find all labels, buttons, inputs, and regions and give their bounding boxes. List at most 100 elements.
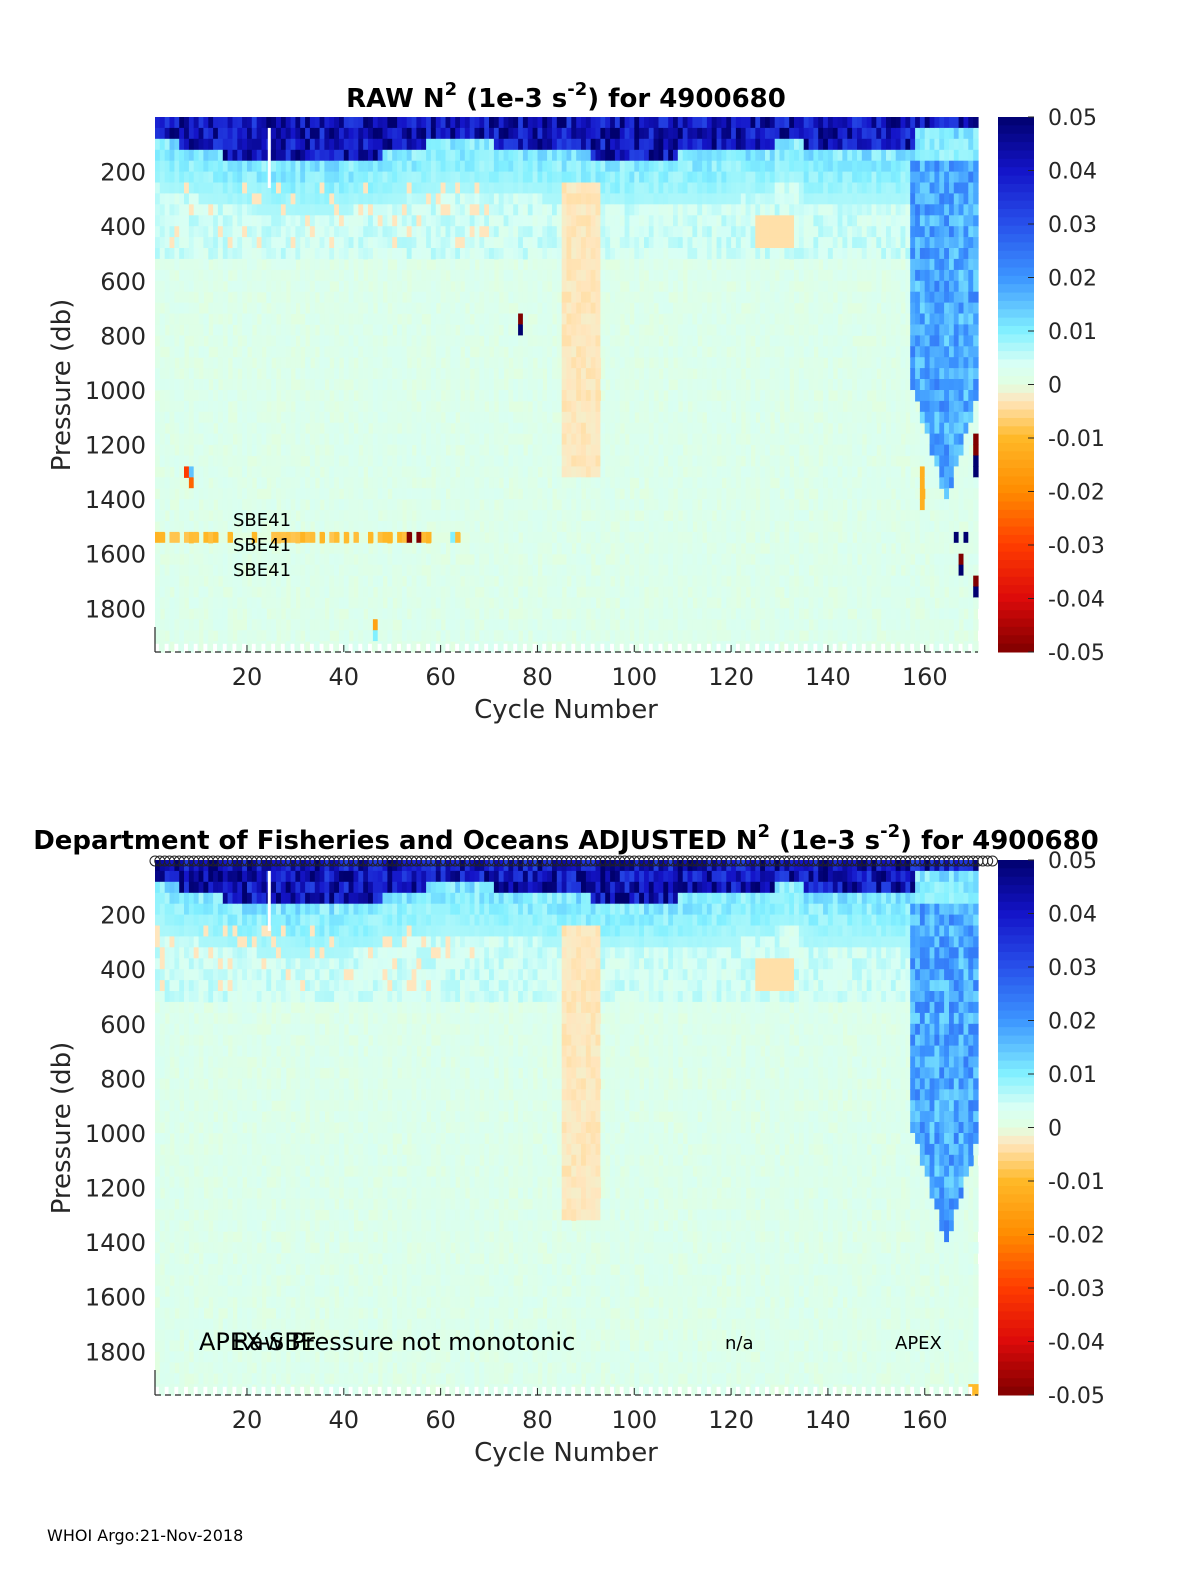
heatmap-cell	[314, 641, 321, 653]
heatmap-cell	[387, 477, 393, 489]
heatmap-cell	[339, 215, 345, 227]
heatmap-cell	[697, 127, 703, 140]
heatmap-cell	[227, 608, 233, 620]
heatmap-cell	[692, 477, 698, 489]
heatmap-cell	[668, 400, 674, 413]
heatmap-cell	[256, 641, 263, 653]
heatmap-cell	[518, 510, 524, 522]
heatmap-cell	[561, 182, 568, 194]
heatmap-cell	[164, 117, 171, 129]
heatmap-cell	[305, 237, 311, 249]
heatmap-cell	[537, 422, 543, 435]
heatmap-cell	[464, 390, 471, 402]
heatmap-cell	[368, 608, 374, 620]
heatmap-cell	[503, 171, 509, 184]
heatmap-cell	[343, 335, 350, 347]
heatmap-cell	[677, 248, 684, 260]
heatmap-cell	[503, 226, 509, 238]
heatmap-cell	[188, 390, 195, 402]
heatmap-cell	[576, 597, 582, 609]
heatmap-cell	[469, 269, 476, 282]
heatmap-cell	[532, 411, 538, 424]
heatmap-cell	[484, 390, 490, 402]
heatmap-cell	[276, 280, 282, 293]
heatmap-cell	[387, 291, 393, 304]
heatmap-cell	[610, 477, 616, 489]
heatmap-cell	[392, 237, 398, 249]
heatmap-cell	[518, 346, 524, 358]
heatmap-cell	[445, 171, 451, 184]
heatmap-cell	[435, 390, 442, 402]
heatmap-cell	[397, 302, 403, 315]
heatmap-cell	[648, 564, 655, 577]
heatmap-cell	[513, 411, 519, 424]
heatmap-cell	[290, 171, 296, 184]
heatmap-cell	[387, 237, 393, 249]
heatmap-cell	[561, 510, 568, 522]
heatmap-cell	[387, 379, 393, 391]
heatmap-cell	[610, 248, 616, 260]
heatmap-cell	[184, 531, 190, 544]
heatmap-cell	[372, 346, 379, 358]
heatmap-cell	[464, 324, 471, 336]
heatmap-cell	[435, 171, 442, 184]
heatmap-cell	[561, 269, 568, 282]
heatmap-cell	[184, 248, 190, 260]
heatmap-cell	[673, 117, 679, 129]
heatmap-cell	[155, 368, 161, 380]
heatmap-cell	[368, 510, 374, 522]
heatmap-cell	[353, 149, 359, 162]
heatmap-cell	[619, 379, 626, 391]
heatmap-cell	[397, 597, 403, 609]
heatmap-cell	[416, 630, 422, 642]
heatmap-cell	[416, 346, 422, 358]
heatmap-cell	[513, 149, 519, 162]
heatmap-cell	[305, 510, 311, 522]
heatmap-cell	[319, 160, 325, 173]
heatmap-cell	[522, 466, 529, 478]
heatmap-cell	[518, 193, 524, 205]
heatmap-cell	[421, 368, 427, 380]
heatmap-cell	[174, 160, 180, 173]
heatmap-cell	[610, 193, 616, 205]
heatmap-cell	[276, 466, 282, 478]
heatmap-cell	[358, 619, 364, 631]
heatmap-cell	[624, 215, 630, 227]
heatmap-cell	[155, 280, 161, 293]
heatmap-cell	[237, 291, 243, 304]
heatmap-cell	[581, 390, 587, 402]
heatmap-cell	[692, 422, 698, 435]
heatmap-cell	[600, 117, 606, 129]
heatmap-cell	[498, 521, 505, 533]
heatmap-cell	[532, 149, 538, 162]
heatmap-cell	[217, 248, 224, 260]
heatmap-cell	[155, 575, 161, 588]
heatmap-cell	[227, 564, 233, 577]
heatmap-cell	[673, 499, 679, 511]
heatmap-cell	[271, 302, 277, 315]
heatmap-cell	[634, 226, 640, 238]
heatmap-cell	[576, 619, 582, 631]
heatmap-cell	[619, 521, 626, 533]
heatmap-cell	[648, 193, 655, 205]
heatmap-cell	[343, 619, 350, 631]
heatmap-cell	[266, 237, 272, 249]
heatmap-cell	[353, 531, 359, 544]
heatmap-cell	[464, 258, 471, 271]
heatmap-cell	[237, 477, 243, 489]
heatmap-cell	[324, 553, 330, 566]
heatmap-cell	[300, 444, 306, 457]
heatmap-cell	[552, 138, 558, 151]
heatmap-cell	[155, 313, 161, 325]
heatmap-cell	[668, 313, 674, 325]
heatmap-cell	[319, 608, 325, 620]
heatmap-cell	[581, 379, 587, 391]
heatmap-cell	[426, 608, 432, 620]
heatmap-cell	[464, 346, 471, 358]
heatmap-cell	[300, 608, 306, 620]
heatmap-cell	[493, 346, 500, 358]
heatmap-cell	[484, 477, 490, 489]
heatmap-cell	[392, 368, 398, 380]
heatmap-cell	[493, 171, 500, 184]
heatmap-cell	[329, 379, 335, 391]
